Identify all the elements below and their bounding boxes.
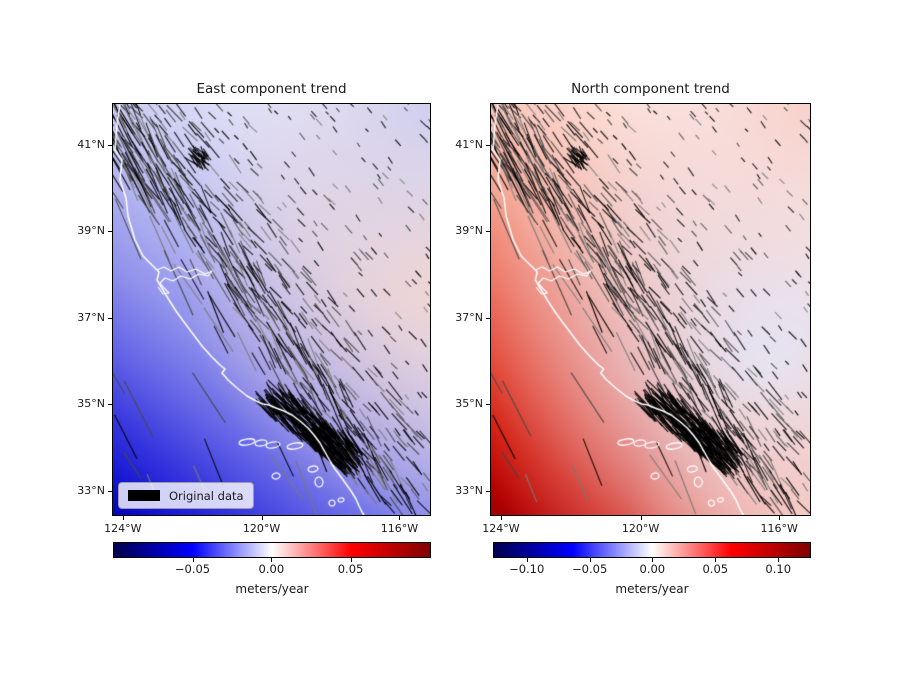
north-colorbar-label: meters/year (615, 582, 689, 596)
lat-tick-mark (486, 318, 490, 320)
legend-swatch (128, 490, 160, 501)
lat-tick-mark (486, 404, 490, 406)
lat-tick-label: 37°N (77, 311, 105, 325)
legend-label: Original data (169, 488, 244, 503)
lat-tick-mark (108, 145, 112, 147)
lat-tick-label: 39°N (455, 224, 483, 238)
lat-tick-label: 41°N (455, 138, 483, 152)
lon-tick-mark (779, 516, 781, 520)
lon-tick-mark (640, 516, 642, 520)
colorbar-tick-label: 0.05 (337, 562, 364, 576)
north-panel-title: North component trend (571, 81, 730, 97)
lon-tick-label: 120°W (242, 522, 281, 535)
lon-tick-label: 116°W (380, 522, 419, 535)
lat-tick-label: 39°N (77, 224, 105, 238)
colorbar-tick-label: −0.05 (174, 562, 211, 576)
colorbar-tick-mark (192, 558, 194, 562)
lat-tick-mark (486, 231, 490, 233)
colorbar-tick-label: −0.10 (509, 562, 545, 576)
lon-tick-mark (500, 516, 502, 520)
lat-tick-mark (108, 318, 112, 320)
lat-tick-label: 33°N (455, 483, 483, 497)
colorbar-tick-mark (271, 558, 273, 562)
lat-tick-label: 35°N (77, 397, 105, 411)
lon-tick-label: 124°W (482, 522, 520, 535)
colorbar-tick-label: 0.10 (765, 562, 792, 576)
colorbar-tick-label: 0.00 (639, 562, 666, 576)
colorbar-tick-mark (526, 558, 528, 562)
east-panel-title: East component trend (196, 81, 347, 97)
colorbar-tick-mark (778, 558, 780, 562)
east-colorbar (113, 542, 431, 558)
colorbar-tick-label: 0.00 (258, 562, 285, 576)
lat-tick-mark (108, 231, 112, 233)
lon-tick-label: 120°W (621, 522, 660, 535)
lon-tick-mark (399, 516, 401, 520)
colorbar-tick-mark (589, 558, 591, 562)
lon-tick-label: 124°W (104, 522, 142, 535)
lat-tick-mark (486, 490, 490, 492)
lon-tick-mark (122, 516, 124, 520)
legend: Original data (118, 482, 254, 509)
lat-tick-label: 33°N (77, 483, 105, 497)
colorbar-tick-label: 0.05 (702, 562, 729, 576)
colorbar-tick-mark (715, 558, 717, 562)
north-colorbar (493, 542, 811, 558)
colorbar-tick-label: −0.05 (572, 562, 608, 576)
north-map-canvas (490, 103, 811, 516)
colorbar-tick-mark (652, 558, 654, 562)
lat-tick-mark (108, 490, 112, 492)
lon-tick-mark (261, 516, 263, 520)
lat-tick-label: 37°N (455, 311, 483, 325)
east-colorbar-label: meters/year (235, 582, 309, 596)
lat-tick-mark (108, 404, 112, 406)
lat-tick-label: 35°N (455, 397, 483, 411)
east-map-canvas (112, 103, 431, 516)
lat-tick-label: 41°N (77, 138, 105, 152)
lat-tick-mark (486, 145, 490, 147)
lon-tick-label: 116°W (760, 522, 798, 535)
colorbar-tick-mark (350, 558, 352, 562)
